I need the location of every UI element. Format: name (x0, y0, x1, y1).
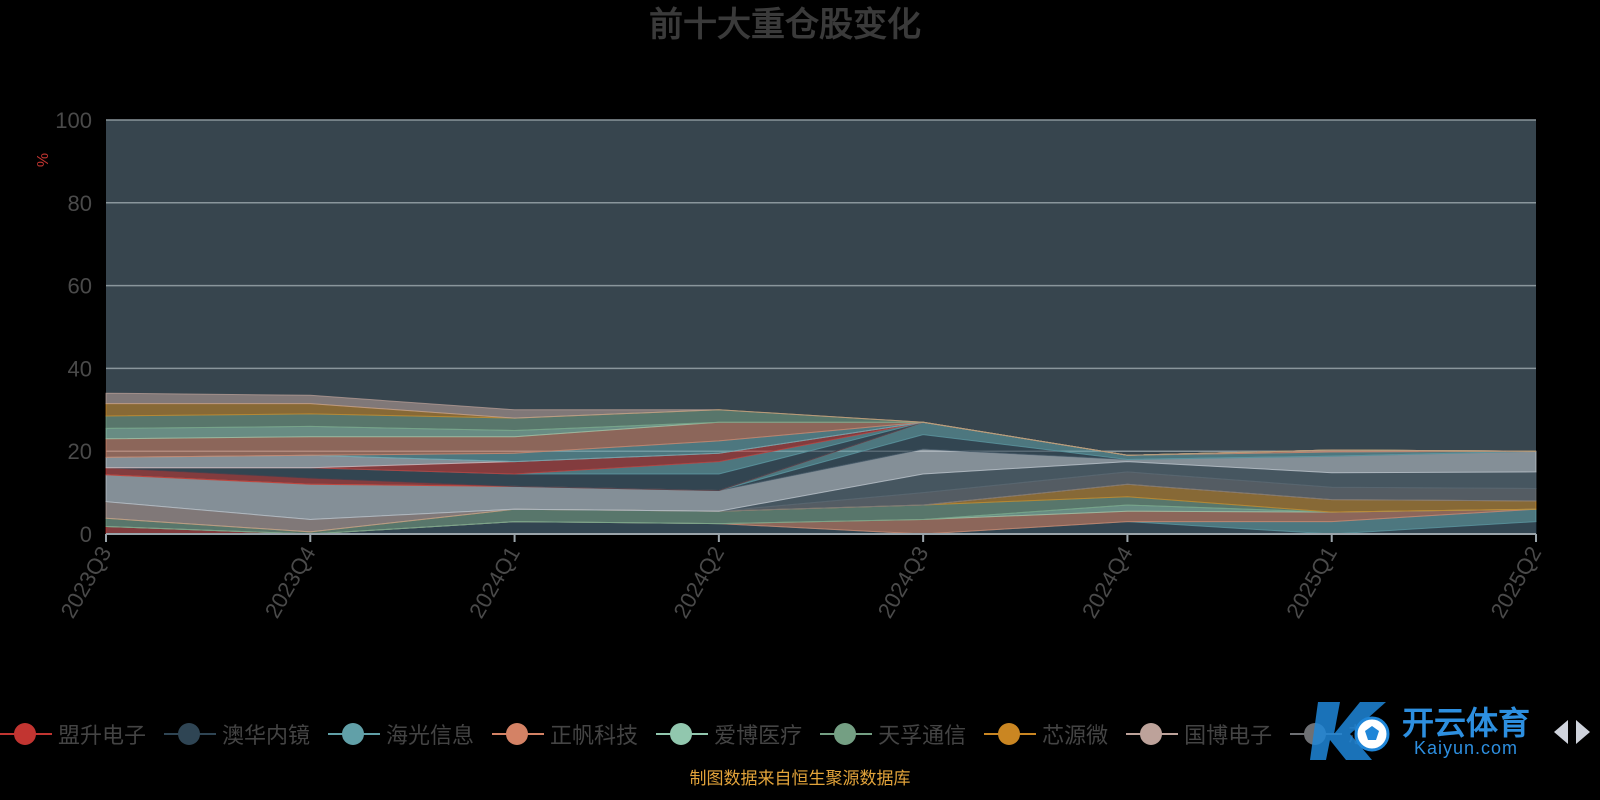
legend-label: 正帆科技 (550, 723, 639, 748)
legend-item[interactable]: 盟升电子 (0, 718, 146, 750)
x-tick-label: 2025Q1 (1281, 542, 1342, 622)
legend-marker-icon (492, 722, 545, 746)
watermark-k-icon (1310, 702, 1390, 760)
chart-title: 前十大重仓股变化 (649, 6, 921, 44)
legend-item[interactable]: 国博电子 (1126, 718, 1272, 750)
y-tick-label: 60 (68, 274, 92, 299)
legend-marker-icon (656, 722, 709, 746)
legend-prev-icon[interactable] (1554, 720, 1568, 744)
watermark-subtext: Kaiyun.com (1414, 738, 1519, 758)
legend-item[interactable]: 芯源微 (984, 718, 1108, 750)
legend-next-icon[interactable] (1576, 720, 1590, 744)
legend-marker-icon (1126, 722, 1179, 746)
legend-marker-icon (164, 722, 217, 746)
legend-label: 澳华内镜 (222, 723, 311, 748)
y-tick-label: 100 (55, 108, 92, 133)
source-note: 制图数据来自恒生聚源数据库 (689, 769, 911, 788)
legend-label: 海光信息 (386, 723, 475, 748)
legend-item[interactable]: 正帆科技 (492, 718, 638, 750)
legend-label: 天孚通信 (878, 723, 967, 748)
legend-item[interactable]: 澳华内镜 (164, 718, 310, 750)
x-tick-label: 2024Q3 (873, 542, 934, 622)
x-tick-label: 2023Q3 (56, 542, 117, 622)
legend-marker-icon (984, 722, 1037, 746)
legend-marker-icon (820, 722, 873, 746)
watermark-text: 开云体育 (1402, 705, 1531, 741)
legend-marker-icon (328, 722, 381, 746)
x-tick-label: 2025Q2 (1486, 542, 1547, 622)
x-tick-label: 2024Q4 (1077, 542, 1138, 622)
area-series-37 (105, 392, 1537, 456)
y-tick-label: 80 (68, 191, 92, 216)
legend-label: 国博电子 (1184, 723, 1273, 748)
watermark-logo: 开云体育 Kaiyun.com (1310, 694, 1600, 764)
series-areas (105, 392, 1537, 535)
x-tick-label: 2024Q1 (464, 542, 525, 622)
y-tick-label: 40 (68, 356, 92, 381)
x-axis-ticks: 2023Q3 2023Q4 2024Q1 2024Q2 2024Q3 2024Q4 2025… (56, 534, 1547, 622)
y-axis-unit: % (35, 153, 52, 167)
legend-label: 芯源微 (1042, 723, 1109, 748)
legend-marker-icon (0, 722, 52, 746)
x-tick-label: 2024Q2 (668, 542, 729, 622)
legend-item[interactable]: 爱博医疗 (656, 718, 802, 750)
legend-pager (1554, 720, 1590, 744)
legend-label: 爱博医疗 (714, 723, 803, 748)
y-axis-ticks: 0 20 40 60 80 100 (55, 108, 92, 547)
y-tick-label: 20 (68, 439, 92, 464)
legend: 盟升电子澳华内镜海光信息正帆科技爱博医疗天孚通信芯源微国博电子芯 (0, 714, 1600, 754)
legend-item[interactable]: 海光信息 (328, 718, 474, 750)
y-tick-label: 0 (80, 522, 92, 547)
legend-item[interactable]: 天孚通信 (820, 718, 966, 750)
legend-label: 盟升电子 (58, 723, 147, 748)
x-tick-label: 2023Q4 (260, 542, 321, 622)
